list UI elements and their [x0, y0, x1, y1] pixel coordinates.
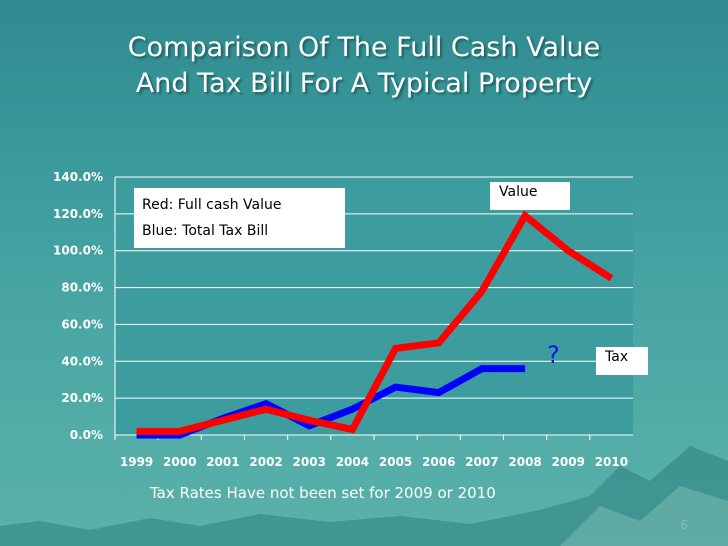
legend-line-tax: Blue: Total Tax Bill	[142, 223, 269, 239]
x-tick-label: 2006	[422, 455, 455, 469]
x-tick-label: 2005	[379, 455, 412, 469]
y-tick-label: 60.0%	[61, 317, 103, 331]
y-tick-label: 80.0%	[61, 281, 103, 295]
x-tick-label: 1999	[120, 455, 153, 469]
y-axis-ticks: 0.0% 20.0% 40.0% 60.0% 80.0% 100.0% 120.0% 140.…	[53, 170, 103, 442]
x-tick-label: 2008	[508, 455, 541, 469]
y-tick-label: 0.0%	[70, 428, 103, 442]
y-tick-label: 140.0%	[53, 170, 103, 184]
value-annotation: Value	[490, 182, 570, 210]
x-tick-label: 2002	[249, 455, 282, 469]
y-tick-label: 100.0%	[53, 244, 103, 258]
series-layer	[136, 210, 614, 439]
x-tick-label: 2003	[293, 455, 326, 469]
y-tick-label: 120.0%	[53, 207, 103, 221]
x-axis-ticks: 1999 2000 2001 2002 2003 2004 2005 2006 2007 2008…	[114, 435, 628, 469]
x-tick-label: 2004	[336, 455, 369, 469]
x-tick-label: 2001	[206, 455, 239, 469]
x-tick-label: 2007	[465, 455, 498, 469]
footnote: Tax Rates Have not been set for 2009 or …	[150, 484, 496, 502]
y-tick-label: 20.0%	[61, 391, 103, 405]
slide-title: Comparison Of The Full Cash Value And Ta…	[0, 30, 728, 102]
x-tick-label: 2009	[552, 455, 585, 469]
legend-line-value: Red: Full cash Value	[142, 197, 282, 213]
series-line-full-cash-value	[136, 210, 614, 435]
question-mark-annotation: ?	[547, 341, 560, 369]
title-line-1: Comparison Of The Full Cash Value	[127, 32, 601, 63]
x-tick-label: 2010	[595, 455, 628, 469]
title-line-2: And Tax Bill For A Typical Property	[135, 68, 593, 99]
legend-box: Red: Full cash Value Blue: Total Tax Bil…	[134, 188, 345, 248]
y-tick-label: 40.0%	[61, 354, 103, 368]
tax-annotation: Tax	[596, 347, 648, 375]
decorative-hills	[0, 446, 728, 546]
x-tick-label: 2000	[163, 455, 196, 469]
